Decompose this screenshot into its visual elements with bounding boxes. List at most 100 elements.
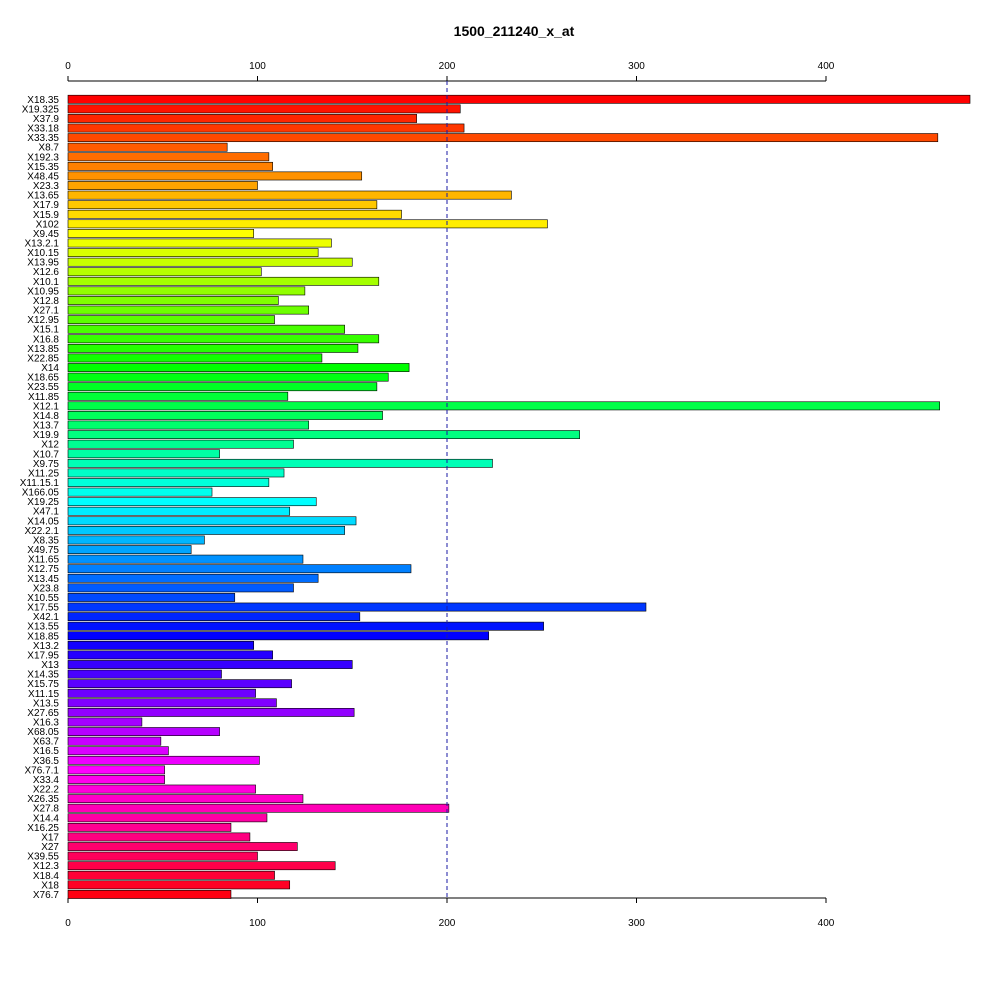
category-label: X9.45: [33, 229, 60, 240]
category-label: X11.65: [28, 555, 59, 566]
bar-X16.3: [67, 717, 143, 727]
bar-X10.95: [67, 286, 306, 296]
bar-X18.65: [67, 372, 389, 382]
category-label: X12.3: [33, 861, 60, 872]
category-label: X14.4: [33, 813, 60, 824]
top-x-axis: 0 100 200 300 400: [65, 61, 835, 82]
bar-X36.5: [67, 755, 260, 765]
bar-X10.7: [67, 449, 220, 459]
category-label: X16.8: [33, 334, 60, 345]
bar-X27.8: [67, 803, 450, 813]
category-label: X37.9: [33, 114, 60, 125]
bar-X33.35: [67, 133, 939, 143]
bar-X14.8: [67, 411, 383, 420]
category-label: X42.1: [33, 612, 60, 623]
bar-X27: [67, 842, 298, 851]
bar-X13.5: [67, 698, 277, 708]
bar-X18.4: [67, 870, 275, 880]
bar-X22.2.1: [67, 525, 345, 535]
bar-X102: [67, 219, 548, 229]
bar-X13.95: [67, 257, 353, 267]
category-label: X12.95: [27, 315, 59, 326]
bar-X22.2: [67, 784, 256, 794]
category-label: X18.65: [27, 373, 59, 384]
category-label: X68.05: [27, 727, 59, 738]
category-label: X15.35: [27, 162, 59, 173]
category-label: X8.35: [33, 535, 60, 546]
category-label: X27.65: [27, 708, 59, 719]
x-tick-label: 0: [65, 61, 71, 72]
bar-X16.25: [67, 822, 232, 832]
category-label: X11.85: [28, 392, 59, 403]
bar-X48.45: [67, 171, 363, 181]
category-label: X14.8: [33, 411, 60, 422]
bar-X12.8: [67, 296, 279, 305]
bar-X13.55: [67, 621, 544, 631]
bar-X15.1: [67, 324, 345, 334]
category-label: X16.5: [33, 746, 60, 757]
category-label: X12.75: [27, 564, 59, 575]
category-label: X76.7.1: [25, 765, 60, 776]
category-label: X14: [41, 363, 59, 374]
category-label: X22.2: [33, 785, 60, 796]
bar-X47.1: [67, 506, 291, 516]
bar-X49.75: [67, 545, 192, 554]
category-label: X33.35: [27, 133, 59, 144]
category-label: X47.1: [33, 507, 60, 518]
category-label: X10.7: [33, 449, 60, 460]
category-label: X23.55: [27, 382, 59, 393]
x-tick-label: 0: [65, 918, 71, 929]
category-label: X17.55: [27, 603, 59, 614]
category-label: X17.9: [33, 200, 60, 211]
category-label: X23.8: [33, 583, 60, 594]
bar-X13.45: [67, 573, 319, 583]
category-label: X18.35: [27, 95, 59, 106]
category-label: X12.6: [33, 267, 60, 278]
bar-X15.35: [67, 161, 273, 171]
category-label: X12.1: [33, 401, 60, 412]
bar-X13.85: [67, 343, 359, 353]
x-tick-label: 200: [439, 918, 456, 929]
category-label: X9.75: [33, 459, 60, 470]
bar-X68.05: [67, 727, 220, 736]
category-label: X16.25: [27, 823, 59, 834]
bar-X14.05: [67, 516, 357, 526]
category-label: X48.45: [27, 171, 59, 182]
bar-X42.1: [67, 612, 361, 622]
bar-X12.95: [67, 315, 275, 325]
category-label: X14.35: [27, 670, 59, 681]
category-label: X18.4: [33, 871, 60, 882]
bar-X37.9: [67, 114, 417, 123]
bar-X13: [67, 660, 353, 669]
category-label: X15.1: [33, 325, 60, 336]
bar-X10.55: [67, 593, 236, 602]
category-label: X18.85: [27, 631, 59, 642]
bar-X12.3: [67, 861, 336, 871]
category-label: X15.75: [27, 679, 59, 690]
bar-X11.15: [67, 688, 256, 698]
bar-X11.65: [67, 554, 304, 564]
category-label: X17: [41, 832, 59, 843]
category-label: X10.1: [33, 277, 60, 288]
category-label: X13.95: [27, 258, 59, 269]
bar-X13.65: [67, 190, 512, 200]
category-label: X13.7: [33, 421, 60, 432]
x-tick-label: 100: [249, 61, 266, 72]
bar-X16.5: [67, 746, 169, 756]
bottom-x-axis: 0 100 200 300 400: [65, 897, 835, 929]
category-label: X17.95: [27, 650, 59, 661]
x-tick-label: 400: [818, 61, 835, 72]
category-label: X33.4: [33, 775, 60, 786]
category-label: X13.55: [27, 622, 59, 633]
bar-X10.1: [67, 276, 380, 286]
bar-X18.85: [67, 631, 489, 641]
category-label: X13: [41, 660, 59, 671]
bar-X63.7: [67, 736, 162, 746]
bar-X23.55: [67, 382, 378, 392]
bar-X27.65: [67, 708, 355, 717]
bar-X76.7.1: [67, 765, 165, 775]
bar-X15.75: [67, 679, 292, 689]
bar-X18.35: [67, 94, 971, 104]
category-label: X19.325: [22, 104, 60, 115]
